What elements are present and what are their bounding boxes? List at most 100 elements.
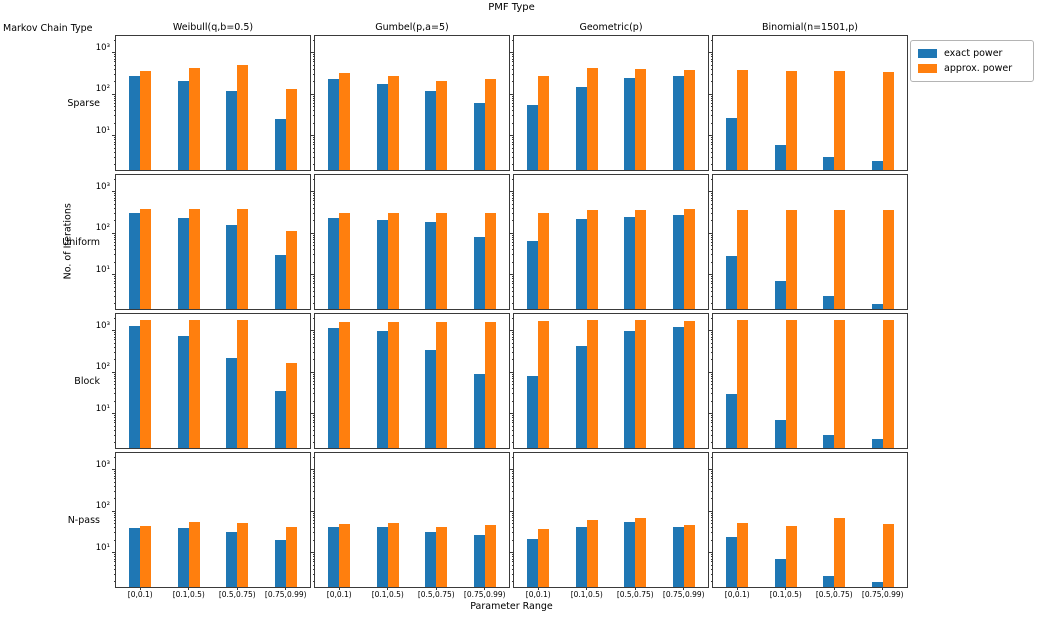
y-minor-tick (113, 280, 116, 282)
y-minor-tick (511, 375, 514, 377)
y-minor-tick (511, 564, 514, 566)
y-minor-tick (511, 290, 514, 292)
y-minor-tick (113, 331, 116, 333)
y-minor-tick (710, 336, 713, 338)
y-minor-tick (710, 442, 713, 444)
bar-approx-power (538, 320, 550, 448)
y-minor-tick (312, 286, 315, 288)
y-minor-tick (312, 317, 315, 319)
y-minor-tick (312, 339, 315, 341)
y-minor-tick (113, 512, 116, 514)
y-minor-tick (710, 384, 713, 386)
y-minor-tick (312, 295, 315, 297)
y-minor-tick (312, 280, 315, 282)
bar-approx-power (538, 213, 550, 309)
y-minor-tick (312, 434, 315, 436)
y-minor-tick (113, 539, 116, 541)
y-minor-tick (312, 58, 315, 60)
y-minor-tick (710, 147, 713, 149)
y-minor-tick (312, 197, 315, 199)
y-minor-tick (312, 523, 315, 525)
bar-approx-power (285, 230, 297, 309)
bar-exact-power (226, 357, 238, 448)
y-minor-tick (113, 532, 116, 534)
y-minor-tick (511, 558, 514, 560)
y-minor-tick (511, 532, 514, 534)
x-tick-label: [0.75,0.99) (861, 590, 904, 599)
y-major-tick (112, 191, 116, 193)
legend-label-exact: exact power (944, 48, 1003, 59)
bar-approx-power (484, 212, 496, 309)
y-minor-tick (312, 192, 315, 194)
y-minor-tick (710, 95, 713, 97)
legend-item-approx: approx. power (918, 61, 1026, 76)
y-minor-tick (113, 254, 116, 256)
subplot-n-pass-binomial-n-1501-p: [0,0.1) [0.1,0.5) [0.5,0.75) [0.75,0.99) (709, 452, 908, 599)
bar-exact-power (177, 527, 189, 587)
y-minor-tick (710, 212, 713, 214)
y-minor-tick (511, 61, 514, 63)
y-tick-label: 10² (95, 362, 110, 373)
bar-approx-power (188, 521, 200, 587)
y-minor-tick (511, 100, 514, 102)
y-minor-tick (511, 220, 514, 222)
y-minor-tick (710, 514, 713, 516)
x-tick-label: [0.75,0.99) (662, 590, 705, 599)
y-minor-tick (312, 378, 315, 380)
y-minor-tick (113, 478, 116, 480)
y-minor-tick (312, 512, 315, 514)
subplot-block-weibull-q-b-0-5: 10¹ 10² 10³ (96, 313, 311, 449)
bar-approx-power (586, 209, 598, 309)
y-minor-tick (113, 212, 116, 214)
y-minor-tick (312, 568, 315, 570)
y-major-tick (311, 274, 315, 276)
bar-exact-power (527, 240, 539, 309)
y-minor-tick (312, 359, 315, 361)
y-minor-tick (113, 192, 116, 194)
bar-exact-power (726, 393, 738, 448)
bar-approx-power (586, 320, 598, 448)
y-minor-tick (710, 64, 713, 66)
y-minor-tick (511, 539, 514, 541)
y-minor-tick (312, 276, 315, 278)
y-major-tick (112, 135, 116, 137)
bar-exact-power (527, 104, 539, 170)
y-minor-tick (312, 106, 315, 108)
y-minor-tick (113, 245, 116, 247)
y-minor-tick (511, 178, 514, 180)
legend-label-approx: approx. power (944, 63, 1013, 74)
y-minor-tick (113, 241, 116, 243)
bar-exact-power (871, 438, 883, 448)
subplot-n-pass-weibull-q-b-0-5: 10¹ 10² 10³ [0,0.1) [0.1,0.5) [0.5,0.75) [0.75… (96, 452, 311, 599)
y-minor-tick (113, 137, 116, 139)
y-minor-tick (710, 419, 713, 421)
y-minor-tick (312, 200, 315, 202)
y-minor-tick (710, 568, 713, 570)
y-minor-tick (710, 241, 713, 243)
bar-exact-power (376, 330, 388, 448)
y-minor-tick (312, 384, 315, 386)
bar-approx-power (387, 212, 399, 309)
y-minor-tick (511, 212, 514, 214)
bar-exact-power (672, 214, 684, 309)
y-minor-tick (511, 110, 514, 112)
bar-exact-power (177, 218, 189, 309)
y-minor-tick (113, 475, 116, 477)
y-minor-tick (312, 241, 315, 243)
y-minor-tick (312, 475, 315, 477)
y-minor-tick (312, 115, 315, 117)
y-minor-tick (312, 102, 315, 104)
y-minor-tick (113, 106, 116, 108)
y-minor-tick (312, 39, 315, 41)
bar-approx-power (436, 527, 448, 587)
y-minor-tick (312, 351, 315, 353)
y-minor-tick (113, 568, 116, 570)
y-minor-tick (511, 234, 514, 236)
y-minor-tick (312, 203, 315, 205)
y-minor-tick (710, 156, 713, 158)
bar-approx-power (834, 518, 846, 587)
y-tick-label: 10¹ (95, 264, 110, 275)
y-minor-tick (710, 110, 713, 112)
y-minor-tick (312, 97, 315, 99)
y-minor-tick (511, 581, 514, 583)
